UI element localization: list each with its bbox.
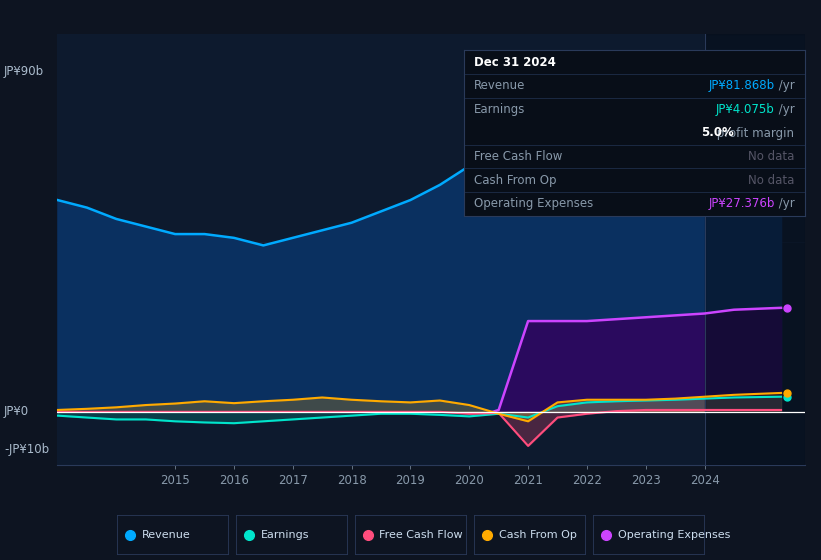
Text: -JP¥10b: -JP¥10b [4, 443, 49, 456]
Text: Free Cash Flow: Free Cash Flow [379, 530, 463, 540]
Text: Dec 31 2024: Dec 31 2024 [474, 55, 556, 69]
Text: JP¥90b: JP¥90b [4, 65, 44, 78]
Text: JP¥0: JP¥0 [4, 405, 30, 418]
Text: Free Cash Flow: Free Cash Flow [474, 150, 562, 163]
Text: No data: No data [748, 174, 795, 186]
Text: No data: No data [748, 150, 795, 163]
Text: Cash From Op: Cash From Op [474, 174, 557, 186]
Text: JP¥81.868b: JP¥81.868b [709, 80, 774, 92]
Text: Earnings: Earnings [474, 103, 525, 116]
Text: JP¥27.376b: JP¥27.376b [709, 197, 774, 211]
Text: Operating Expenses: Operating Expenses [617, 530, 730, 540]
Text: Revenue: Revenue [474, 80, 525, 92]
Text: /yr: /yr [774, 103, 795, 116]
Text: Cash From Op: Cash From Op [498, 530, 576, 540]
Text: /yr: /yr [774, 197, 795, 211]
Text: Earnings: Earnings [260, 530, 309, 540]
Bar [704, 34, 805, 465]
Text: 5.0%: 5.0% [701, 127, 734, 139]
Text: Revenue: Revenue [141, 530, 190, 540]
Text: JP¥4.075b: JP¥4.075b [716, 103, 774, 116]
Text: profit margin: profit margin [713, 127, 795, 139]
Text: /yr: /yr [774, 80, 795, 92]
Text: Operating Expenses: Operating Expenses [474, 197, 594, 211]
